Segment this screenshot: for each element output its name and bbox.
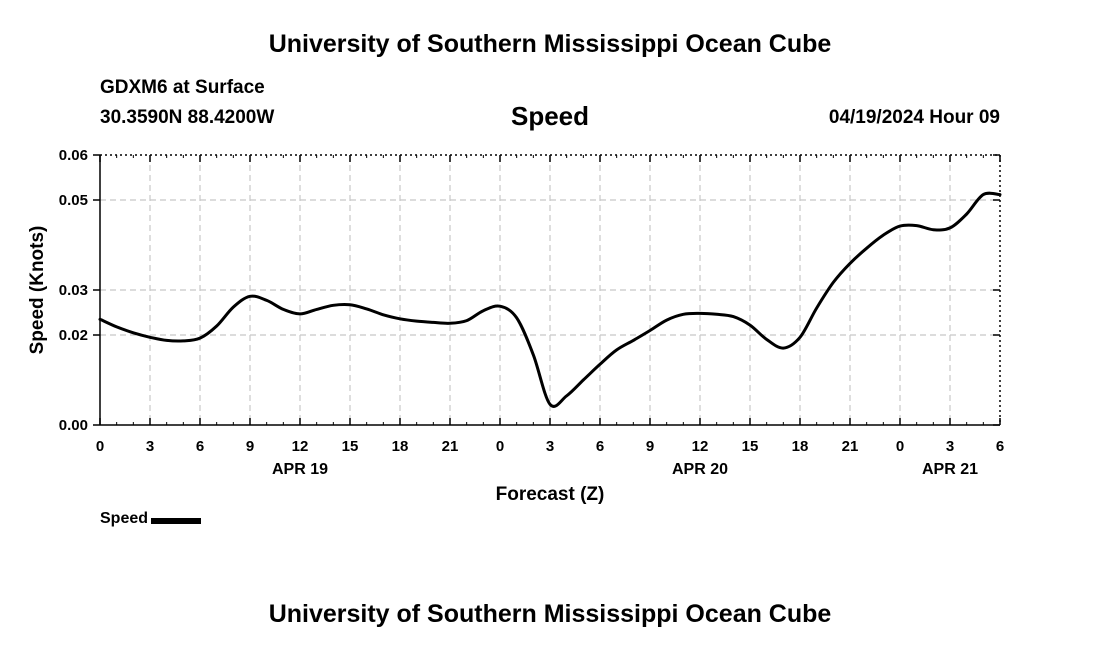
x-tick-label: 9 bbox=[246, 438, 254, 455]
tick-labels: 0 3 6 9 12 15 18 21 0 3 6 9 12 15 18 21 0 3 6 0.00 0.02 0.03 0… bbox=[59, 147, 1004, 478]
x-tick-label: 18 bbox=[792, 438, 809, 455]
x-tick-label: 3 bbox=[546, 438, 554, 455]
x-tick-label: 12 bbox=[292, 438, 309, 455]
y-tick-label: 0.00 bbox=[59, 417, 88, 434]
legend-label: Speed bbox=[100, 510, 149, 527]
x-tick-label: 21 bbox=[442, 438, 459, 455]
date-label: APR 21 bbox=[922, 461, 978, 478]
x-tick-label: 0 bbox=[96, 438, 104, 455]
legend: Speed bbox=[100, 510, 202, 528]
x-tick-label: 15 bbox=[742, 438, 759, 455]
footer-title: University of Southern Mississippi Ocean… bbox=[268, 600, 832, 628]
forecast-datetime: 04/19/2024 Hour 09 bbox=[828, 107, 1000, 128]
plot-axes bbox=[93, 154, 1001, 426]
x-tick-label: 12 bbox=[692, 438, 709, 455]
y-tick-label: 0.06 bbox=[59, 147, 88, 164]
series-layer bbox=[98, 191, 1002, 408]
date-label: APR 19 bbox=[272, 461, 328, 478]
x-tick-label: 6 bbox=[996, 438, 1004, 455]
y-tick-label: 0.05 bbox=[59, 192, 88, 209]
x-axis-label: Forecast (Z) bbox=[496, 484, 605, 505]
legend-line-swatch bbox=[151, 517, 202, 524]
parameter-title: Speed bbox=[510, 101, 590, 131]
x-tick-label: 3 bbox=[146, 438, 154, 455]
x-tick-label: 0 bbox=[896, 438, 904, 455]
x-tick-label: 18 bbox=[392, 438, 409, 455]
x-tick-label: 0 bbox=[496, 438, 504, 455]
y-tick-label: 0.02 bbox=[59, 327, 88, 344]
x-tick-label: 6 bbox=[196, 438, 204, 455]
y-axis-label: Speed (Knots) bbox=[27, 226, 48, 355]
x-tick-label: 15 bbox=[342, 438, 359, 455]
date-label: APR 20 bbox=[672, 461, 728, 478]
x-tick-label: 21 bbox=[842, 438, 859, 455]
x-tick-label: 9 bbox=[646, 438, 654, 455]
y-tick-label: 0.03 bbox=[59, 282, 88, 299]
x-tick-label: 3 bbox=[946, 438, 954, 455]
coordinates-label: 30.3590N 88.4200W bbox=[100, 107, 275, 128]
speed-series-line bbox=[98, 191, 1002, 408]
chart-title: University of Southern Mississippi Ocean… bbox=[268, 30, 832, 58]
x-tick-label: 6 bbox=[596, 438, 604, 455]
station-label: GDXM6 at Surface bbox=[100, 77, 265, 98]
grid-lines bbox=[100, 155, 1000, 425]
